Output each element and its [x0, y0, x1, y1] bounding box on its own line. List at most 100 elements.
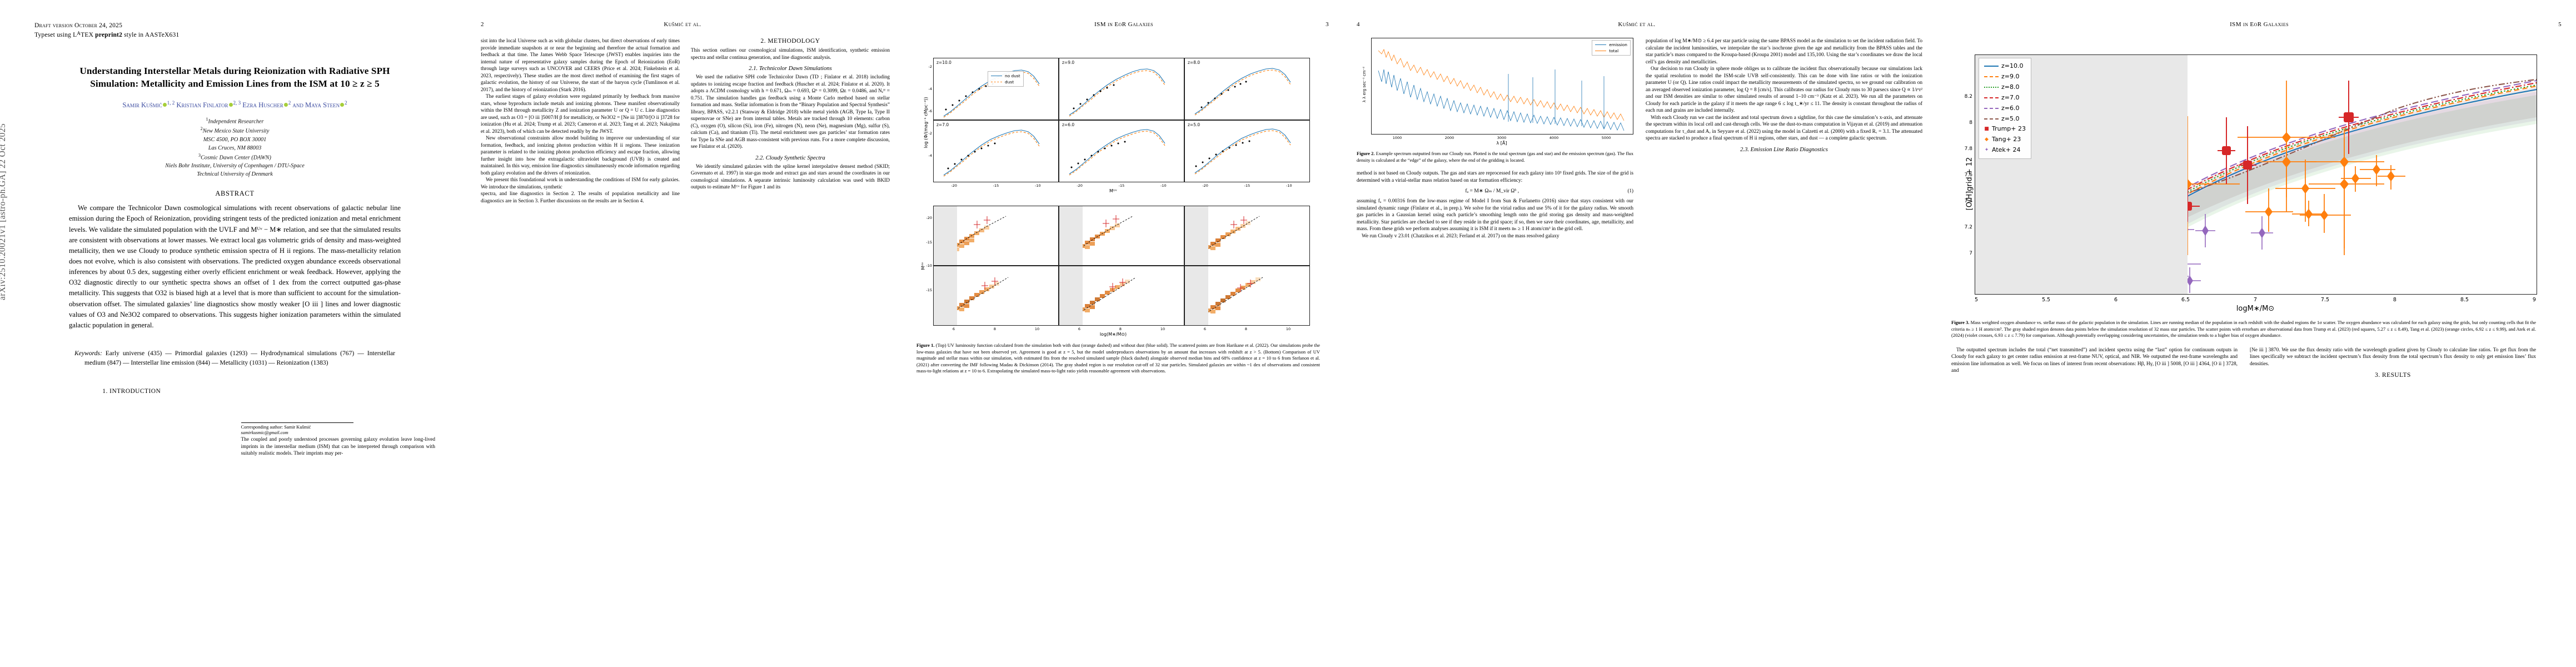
typeset-line: Typeset using LATEX preprint2 style in A…	[34, 31, 180, 39]
paragraph: We run Cloudy v 23.01 (Chatzikos et al. …	[1362, 233, 1559, 239]
ytick: 7.6	[1964, 172, 1972, 178]
title-line-1: Understanding Interstellar Metals during…	[79, 65, 390, 76]
figure3-caption-label: Figure 3.	[1951, 320, 1970, 325]
legend-line-z5	[1984, 118, 1999, 120]
ytick: 7	[1969, 251, 1972, 256]
arxiv-stamp: arXiv:2510.20021v1 [astro-ph.GA] 22 Oct …	[0, 123, 7, 300]
xtick: 2000	[1444, 136, 1454, 140]
xtick: 8	[1119, 327, 1122, 331]
figure-2: λ λ erg sec⁻¹ cm⁻²	[1357, 38, 1633, 163]
legend-entry: z=9.0	[1984, 72, 2026, 82]
figure3-axes[interactable]: z=10.0 z=9.0 z=8.0 z=7.0 z=6.0	[1975, 54, 2537, 295]
running-head-5: ISM in EoR Galaxies 5	[1951, 21, 2562, 30]
corresponding-author-email[interactable]: samirkusmic@gmail.com	[241, 430, 288, 436]
paragraph: method is not based on Cloudy outputs. T…	[1357, 171, 1633, 183]
figure1-top-xaxis: -20 -15 -10 -20 -15 -10 -20 -15 -10	[933, 182, 1329, 188]
xtick: 6	[2114, 297, 2118, 303]
ytick: 7.8	[1964, 146, 1972, 152]
figure2-caption: Figure 2. Example spectrum outputted fro…	[1357, 151, 1633, 163]
panel-z5: z=5.0	[1184, 120, 1310, 182]
xtick: -20	[951, 183, 957, 188]
panel-z9: z=9.0	[1059, 206, 1184, 266]
subsection-heading-td: 2.1. Technicolor Dawn Simulations	[749, 66, 832, 72]
keywords-block: Keywords: Early universe (435) — Primord…	[74, 349, 395, 368]
legend-entry: z=8.0	[1984, 82, 2026, 93]
figure1-caption: Figure 1. (Top) UV luminosity function c…	[916, 342, 1320, 375]
figure2-caption-label: Figure 2.	[1357, 151, 1375, 156]
figure1-legend: no dust dust	[988, 71, 1024, 87]
ytick: 8.2	[1964, 94, 1972, 99]
page5-col2: [Ne iii ] 3870. We use the flux density …	[2250, 347, 2536, 382]
legend-entry: ◆ Tang+ 23	[1985, 136, 2021, 143]
legend-line-emission	[1595, 44, 1607, 46]
running-head-title: ISM in EoR Galaxies	[2230, 21, 2289, 28]
running-head-4: 4 Kušmić et al.	[1357, 21, 1922, 30]
legend-line-z10	[1984, 66, 1999, 67]
figure1-bot-xaxis: 6 8 10 6 8 10 6 8 10	[933, 326, 1329, 331]
equation-number: (1)	[1627, 188, 1634, 194]
page-3: ISM in EoR Galaxies 3 log (Φ/(mag⁻¹ cMpc…	[903, 0, 1342, 667]
section-heading-results: 3. RESULTS	[2375, 372, 2411, 379]
page-number: 2	[481, 21, 484, 28]
page-number: 3	[1326, 21, 1329, 28]
xtick: -10	[1160, 183, 1167, 188]
panel-z9: z=9.0	[1059, 58, 1184, 120]
ytick: -4	[928, 87, 932, 91]
figure2-plot-block: λ λ erg sec⁻¹ cm⁻²	[1357, 38, 1633, 135]
intro-heading: 1. INTRODUCTION	[102, 387, 161, 395]
figure2-ylabel: λ λ erg sec⁻¹ cm⁻²	[1362, 66, 1367, 103]
xtick: -20	[1202, 183, 1208, 188]
orcid-icon[interactable]	[162, 102, 167, 107]
xtick: 7	[2253, 297, 2257, 303]
page-title: Understanding Interstellar Metals during…	[34, 64, 435, 90]
paragraph: [Ne iii ] 3870. We use the flux density …	[2250, 347, 2536, 367]
orcid-icon[interactable]	[283, 102, 288, 107]
legend-entry: z=7.0	[1984, 93, 2026, 103]
xtick: 5.5	[2041, 297, 2051, 303]
subsection-heading-cloudy: 2.2. Cloudy Synthetic Spectra	[755, 155, 825, 161]
legend-entry: z=10.0	[1984, 61, 2026, 72]
affiliation-item: Las Cruces, NM 88003	[208, 145, 262, 151]
figure-1: log (Φ/(mag⁻¹ cMpc⁻³)) -2 -4 -6 -2 -4 z=…	[916, 58, 1329, 375]
paragraph: The earliest stages of galaxy evolution …	[481, 94, 680, 135]
figure3-ylabel-wrap: [O/H]grid + 12 8.2 8 7.8 7.6 7.4 7.2 7	[1951, 54, 1975, 313]
legend-entry: emission	[1595, 42, 1627, 48]
orcid-icon[interactable]	[228, 102, 233, 107]
xtick: -10	[1285, 183, 1292, 188]
ytick: 7.2	[1964, 225, 1972, 230]
section-heading-methodology: 2. METHODOLOGY	[760, 38, 820, 44]
figure1-bottom-block: Mᵁᵛ -20 -15 -10 -15 z=10.0	[916, 206, 1329, 326]
affiliation-item: Niels Bohr Institute, University of Cope…	[165, 163, 305, 170]
affiliation-item: Technical University of Denmark	[197, 171, 273, 178]
running-head-author: Kušmić et al.	[1618, 21, 1656, 28]
page4-col1: λ λ erg sec⁻¹ cm⁻²	[1357, 38, 1633, 240]
panel-plot	[1194, 68, 1291, 116]
figure1-uvlf-panels: z=10.0 z=9.0	[933, 58, 1310, 182]
page5-columns: The outputted spectrum includes the tota…	[1951, 347, 2562, 382]
xtick: 4000	[1549, 136, 1559, 140]
figure1-top-ylabel: log (Φ/(mag⁻¹ cMpc⁻³))	[923, 97, 929, 148]
abstract-heading: ABSTRACT	[215, 190, 255, 198]
author-list: Samir Kušmić 1, 2 Kristian Finlator 2, 3 E…	[34, 99, 435, 111]
xtick: 6.5	[2181, 297, 2190, 303]
figure3-caption-text: Mass weighted oxygen abundance vs. stell…	[1951, 320, 2536, 339]
paragraph: We identify simulated galaxies with the …	[691, 163, 890, 191]
draft-version-line: Draft version October 24, 2025	[34, 22, 123, 29]
legend-line-z7	[1984, 97, 1999, 99]
orcid-icon[interactable]	[340, 102, 345, 107]
affiliation-item: 3Cosmic Dawn Center (DAWN)	[198, 152, 271, 161]
panel-z7: z=7.0	[933, 266, 1059, 326]
affiliation-item: 1Independent Researcher	[206, 116, 264, 125]
figure2-ylabel-wrap: λ λ erg sec⁻¹ cm⁻²	[1357, 38, 1371, 135]
subsection-heading-diagnostics: 2.3. Emission Line Ratio Diagnostics	[1740, 146, 1828, 153]
xtick: 6	[952, 327, 955, 331]
corresponding-author-line: Corresponding author: Samir Kušmić	[241, 424, 311, 430]
page-2: 2 Kušmić et al. sist into the local Univ…	[464, 0, 903, 667]
xtick: -20	[1077, 183, 1083, 188]
running-head-3: ISM in EoR Galaxies 3	[913, 21, 1329, 30]
page-4: 4 Kušmić et al. λ λ erg sec⁻¹ cm⁻²	[1342, 0, 1937, 667]
legend-entry: no dust	[991, 73, 1020, 79]
figure1-top-xlabel: Mᵁᵛ	[1109, 188, 1117, 193]
page-5: ISM in EoR Galaxies 5 [O/H]grid + 12 8.2…	[1937, 0, 2576, 667]
page-number: 4	[1357, 21, 1360, 28]
